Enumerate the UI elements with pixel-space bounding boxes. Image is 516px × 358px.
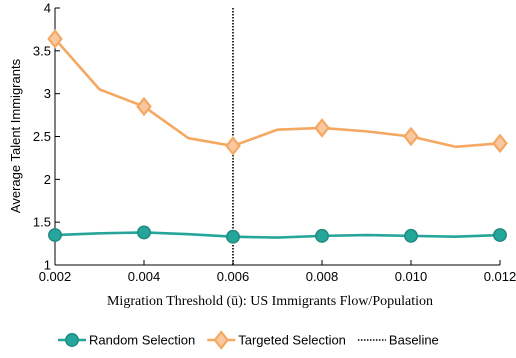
legend-label: Targeted Selection	[238, 333, 346, 348]
legend-item: Random Selection	[58, 333, 195, 348]
y-tick-label: 3.5	[33, 43, 51, 58]
x-tick-label: 0.006	[217, 269, 250, 284]
data-point	[314, 118, 330, 138]
x-tick-label: 0.012	[484, 269, 516, 284]
legend-label: Random Selection	[89, 333, 195, 348]
data-point	[492, 133, 508, 154]
legend: Random Selection Targeted Selection Baseli…	[58, 330, 439, 350]
data-point	[315, 228, 329, 243]
y-axis-label: Average Talent Immigrants	[8, 58, 23, 213]
legend-label: Baseline	[389, 333, 439, 348]
data-point	[226, 229, 240, 244]
series-targeted-selection	[47, 29, 508, 156]
legend-marker	[65, 333, 79, 347]
legend-item: Targeted Selection	[207, 330, 346, 350]
series-line	[54, 37, 501, 149]
series-random-selection	[48, 225, 507, 244]
data-point	[403, 126, 419, 147]
data-point	[136, 96, 152, 117]
y-tick-label: 2.5	[33, 129, 51, 144]
x-tick-label: 0.002	[39, 269, 72, 284]
x-tick-label: 0.010	[395, 269, 428, 284]
y-tick-label: 2	[44, 172, 51, 187]
data-point	[48, 228, 62, 242]
legend-item: Baseline	[357, 333, 439, 348]
data-point	[493, 228, 507, 242]
x-tick-label: 0.008	[306, 269, 339, 284]
axes: 1 1.5 2 2.5 3 3.5 4 0.002 0.004 0.006 0.008 0.010 0.…	[33, 1, 516, 285]
y-tick-label: 3	[44, 86, 51, 101]
y-tick-label: 4	[44, 1, 51, 16]
data-point	[225, 136, 241, 156]
y-tick-label: 1	[44, 258, 51, 273]
series-line	[54, 231, 501, 239]
data-point	[404, 228, 418, 243]
x-tick-label: 0.004	[128, 269, 161, 284]
x-axis-label: Migration Threshold (ū): US Immigrants F…	[107, 294, 433, 309]
y-tick-label: 1.5	[33, 215, 51, 230]
data-point	[47, 29, 63, 49]
data-point	[137, 225, 151, 240]
legend-marker	[213, 330, 230, 350]
series-layer	[47, 29, 508, 244]
